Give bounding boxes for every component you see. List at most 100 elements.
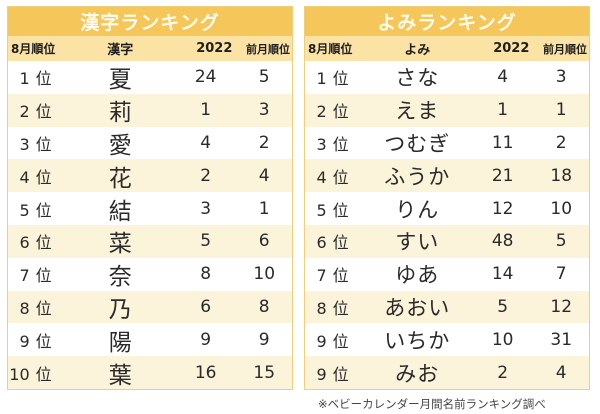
yomi-value: さな	[395, 66, 440, 91]
rank-2022: 2	[200, 165, 212, 186]
kanji-value: 愛	[108, 133, 132, 159]
table-row: 6 位 すい 48 5	[305, 224, 589, 258]
rank-number: 1	[316, 69, 327, 89]
rank-2022: 8	[200, 264, 212, 285]
table-row: 7 位ゆあ 14 7	[305, 257, 589, 291]
rank-2022: 5	[497, 296, 509, 317]
kanji-value: 花	[108, 165, 132, 192]
rank-number: 2	[19, 102, 30, 122]
table-row: 1 位 夏 24 5	[8, 61, 292, 94]
table-row: 10 位 葉 16 15	[8, 356, 292, 389]
rank-unit: 位	[332, 167, 349, 187]
rank-unit: 位	[35, 69, 52, 89]
rank-number: 5	[19, 200, 30, 220]
yomi-value: いちか	[384, 328, 451, 353]
rank-2022: 11	[491, 132, 514, 153]
rank-2022: 6	[200, 296, 212, 317]
header-2022: 2022	[493, 41, 530, 56]
yomi-value: ふうか	[384, 164, 451, 189]
rank-unit: 位	[332, 134, 349, 154]
rank-unit: 位	[332, 298, 349, 318]
prev-rank: 9	[258, 329, 270, 350]
table-row: 1 位 さな 4 3	[305, 61, 589, 94]
kanji-value: 乃	[108, 296, 132, 323]
yomi-value: つむぎ	[384, 131, 451, 156]
yomi-table-header: 8月順位 よみ 2022 前月順位	[305, 36, 589, 61]
yomi-value: あおい	[384, 295, 451, 320]
kanji-value: 莉	[108, 100, 132, 127]
kanji-value: 陽	[108, 329, 132, 356]
prev-rank: 4	[258, 165, 270, 186]
prev-rank: 6	[258, 231, 270, 252]
rank-2022: 16	[194, 362, 217, 383]
rank-2022: 4	[200, 132, 212, 153]
rank-number: 8	[19, 298, 30, 318]
rank-number: 3	[19, 134, 30, 154]
rank-unit: 位	[35, 134, 52, 154]
rank-unit: 位	[332, 233, 349, 253]
prev-rank: 4	[555, 362, 567, 383]
rank-number: 6	[316, 233, 327, 253]
table-row: 7 位 奈 8 10	[8, 257, 292, 291]
prev-rank: 1	[258, 198, 270, 219]
table-row: 4 位 ふうか 21 18	[305, 159, 589, 193]
rank-unit: 位	[35, 331, 52, 351]
header-rank: 8月順位	[308, 42, 353, 56]
yomi-value: すい	[395, 230, 440, 255]
rank-2022: 14	[491, 264, 514, 285]
table-row: 5 位 りん 12 10	[305, 192, 589, 225]
rank-2022: 5	[200, 231, 212, 252]
table-row: 3 位 つむぎ 11 2	[305, 126, 589, 160]
prev-rank: 5	[555, 231, 567, 252]
yomi-value: みお	[395, 361, 440, 386]
prev-rank: 18	[550, 165, 573, 186]
header-2022: 2022	[196, 41, 233, 56]
prev-rank: 3	[258, 100, 270, 121]
rank-number: 4	[19, 167, 30, 187]
prev-rank: 12	[550, 296, 573, 317]
yomi-value: りん	[395, 197, 440, 222]
kanji-value: 奈	[108, 264, 132, 291]
rank-number: 7	[19, 266, 30, 286]
rank-number: 6	[19, 233, 30, 253]
kanji-value: 葉	[108, 362, 132, 389]
kanji-value: 菜	[108, 231, 132, 258]
rank-number: 9	[316, 331, 327, 351]
rank-number: 1	[19, 69, 30, 89]
yomi-ranking-title: よみランキング	[305, 7, 589, 36]
kanji-value: 結	[108, 198, 132, 225]
table-row: 9 位 いちか 10 31	[305, 323, 589, 357]
prev-rank: 8	[258, 296, 270, 317]
rank-number: 9	[316, 364, 327, 384]
rank-2022: 24	[194, 67, 217, 88]
table-row: 9 位 みお 2 4	[305, 356, 589, 389]
source-footnote: ※ベビーカレンダー月間名前ランキング調べ	[318, 397, 546, 411]
header-yomi: よみ	[404, 43, 431, 58]
rank-number: 7	[316, 266, 327, 286]
prev-rank: 15	[253, 362, 276, 383]
rank-number: 5	[316, 200, 327, 220]
prev-rank: 31	[550, 329, 573, 350]
rank-unit: 位	[332, 364, 349, 384]
rank-number: 3	[316, 134, 327, 154]
yomi-rows: 1 位さな 4 3 2 位えま 1 1 3 位つむぎ 11 2 4 位ふうか 21 18 5 位りん 12 1…	[305, 61, 589, 389]
prev-rank: 1	[555, 100, 567, 121]
rank-2022: 21	[491, 165, 514, 186]
table-row: 8 位 あおい 5 12	[305, 290, 589, 324]
prev-rank: 7	[555, 264, 567, 285]
rank-number: 2	[316, 102, 327, 122]
rank-number: 10	[9, 364, 30, 384]
yomi-value: えま	[395, 99, 440, 124]
yomi-ranking-table: よみランキング 8月順位 よみ 2022 前月順位 1 位さな 4 3 2 位えま 1 1 …	[304, 6, 590, 390]
rank-unit: 位	[35, 233, 52, 253]
rank-unit: 位	[35, 298, 52, 318]
header-kanji: 漢字	[107, 43, 134, 58]
header-rank: 8月順位	[11, 42, 56, 56]
